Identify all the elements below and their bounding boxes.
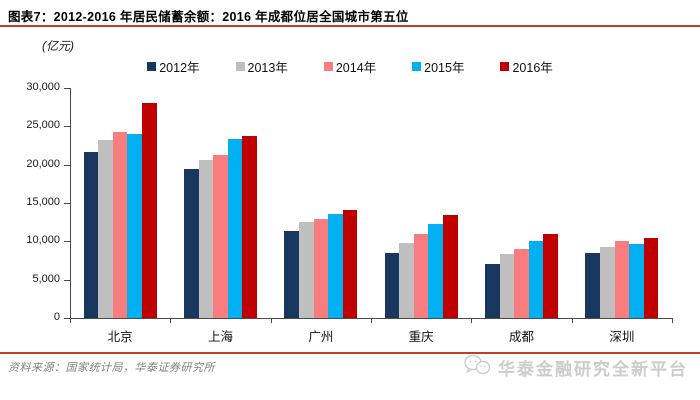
legend-item-2015年: 2015年 <box>412 57 464 76</box>
bar-广州-2013年 <box>298 222 314 318</box>
bar-chart-plot-area: 0 5,000 10,000 15,000 20,000 25,000 30,000 北京 上海… <box>0 80 700 350</box>
x-category-label: 成都 <box>508 330 534 344</box>
y-axis-unit-label: (亿元) <box>42 39 74 53</box>
bar-北京-2013年 <box>98 140 113 318</box>
bar-北京-2012年 <box>83 152 99 318</box>
x-axis-tick <box>672 319 673 323</box>
legend-label: 2016年 <box>512 61 553 75</box>
bar-重庆-2015年 <box>428 223 444 318</box>
bar-北京-2014年 <box>112 132 128 318</box>
bar-成都-2013年 <box>499 254 515 318</box>
bar-成都-2015年 <box>528 241 544 318</box>
bar-深圳-2012年 <box>585 252 600 318</box>
legend-label: 2012年 <box>159 61 200 75</box>
y-axis-tick <box>64 279 70 281</box>
legend-swatch <box>412 62 422 71</box>
bar-深圳-2016年 <box>643 237 659 318</box>
bar-成都-2016年 <box>543 234 558 318</box>
bar-北京-2015年 <box>127 134 143 318</box>
x-category-label: 重庆 <box>408 330 434 344</box>
legend-swatch <box>235 62 245 71</box>
chat-bubbles-icon <box>463 354 493 381</box>
chart-title: 图表7：2012-2016 年居民储蓄余额：2016 年成都位居全国城市第五位 <box>8 10 409 24</box>
y-tick-label: 0 <box>53 311 60 323</box>
bar-重庆-2013年 <box>399 242 414 318</box>
bar-上海-2013年 <box>198 160 214 318</box>
x-category-label: 深圳 <box>609 330 635 344</box>
x-category-label: 北京 <box>107 330 133 344</box>
bar-深圳-2015年 <box>629 243 644 318</box>
bar-重庆-2014年 <box>413 234 429 318</box>
bar-广州-2015年 <box>328 213 343 318</box>
title-underline <box>0 25 700 27</box>
y-axis-tick <box>64 203 70 204</box>
y-tick-label: 15,000 <box>26 196 60 208</box>
legend-label: 2014年 <box>335 61 377 75</box>
bar-上海-2012年 <box>184 168 199 318</box>
x-axis-tick <box>170 319 172 323</box>
y-axis-line <box>70 88 71 318</box>
legend-item-2012年: 2012年 <box>147 57 200 76</box>
y-axis-tick <box>64 241 70 243</box>
bar-成都-2012年 <box>485 263 500 318</box>
legend-label: 2015年 <box>424 61 465 75</box>
chart-legend: 2012年 2013年 2014年 2015年 2016年 <box>0 57 700 76</box>
bar-广州-2014年 <box>313 219 329 318</box>
y-axis-tick <box>64 164 70 166</box>
x-category-label: 上海 <box>207 330 233 344</box>
y-axis-tick <box>64 318 70 319</box>
bar-深圳-2013年 <box>599 246 615 318</box>
footer-separator-line <box>0 352 700 354</box>
legend-item-2014年: 2014年 <box>323 57 377 76</box>
legend-swatch <box>147 62 157 71</box>
legend-item-2016年: 2016年 <box>500 57 553 76</box>
x-category-label: 广州 <box>308 330 334 344</box>
watermark: 华泰金融研究全新平台 <box>463 354 688 381</box>
bar-深圳-2014年 <box>614 241 630 318</box>
source-note: 资料来源：国家统计局，华泰证券研究所 <box>8 362 215 374</box>
bar-成都-2014年 <box>514 249 529 318</box>
y-tick-label: 30,000 <box>26 81 60 93</box>
y-axis-tick <box>64 88 70 89</box>
legend-swatch <box>500 62 510 71</box>
bar-上海-2015年 <box>227 138 243 318</box>
bar-重庆-2012年 <box>384 252 400 318</box>
legend-label: 2013年 <box>247 61 288 75</box>
x-axis-tick <box>471 319 473 323</box>
legend-swatch <box>323 62 333 71</box>
bar-广州-2016年 <box>342 209 358 318</box>
y-tick-label: 10,000 <box>26 234 60 247</box>
bar-上海-2016年 <box>242 136 257 318</box>
bar-广州-2012年 <box>284 230 299 318</box>
y-tick-label: 25,000 <box>26 119 60 132</box>
x-axis-tick <box>70 319 71 323</box>
bar-北京-2016年 <box>142 102 157 318</box>
y-tick-label: 5,000 <box>32 272 60 285</box>
bar-重庆-2016年 <box>443 214 458 318</box>
x-axis-tick <box>571 319 573 323</box>
x-axis-tick <box>270 319 272 323</box>
y-tick-label: 20,000 <box>26 157 60 170</box>
bar-上海-2014年 <box>213 154 228 318</box>
x-axis-line <box>70 318 673 319</box>
legend-item-2013年: 2013年 <box>235 57 288 76</box>
y-axis-tick <box>64 126 70 128</box>
x-axis-tick <box>371 319 372 323</box>
watermark-text: 华泰金融研究全新平台 <box>498 360 688 379</box>
